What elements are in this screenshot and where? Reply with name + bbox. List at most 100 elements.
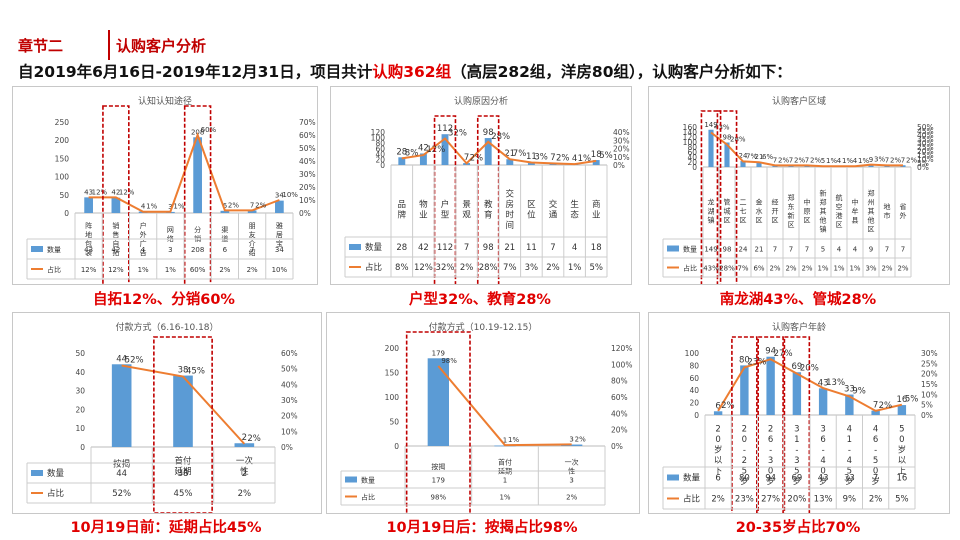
- bar: [484, 138, 492, 165]
- percent-value-label: 2%: [906, 156, 917, 164]
- table-cell-qty: 21: [504, 243, 515, 253]
- category-label: -: [795, 446, 798, 456]
- table-cell-pct: 2%: [785, 265, 796, 273]
- y2-tick-label: 5%: [921, 401, 933, 410]
- category-label: 新: [820, 189, 827, 198]
- category-label: 物: [419, 199, 428, 210]
- y-tick-label: 150: [55, 154, 70, 163]
- table-cell-pct: 1%: [849, 265, 860, 273]
- category-label: 拓: [112, 248, 119, 257]
- bar-value-label: 7: [789, 156, 793, 164]
- percent-line: [437, 365, 572, 447]
- category-label: 原: [804, 208, 811, 216]
- y2-tick-label: 30%: [613, 136, 630, 145]
- y-tick-label: 0: [394, 442, 399, 451]
- chart-panel-age: 认购客户年龄 0 20 40 60 80 100 0% 5% 10% 15% 20% 25% 30% 6 80…: [648, 312, 950, 514]
- bar: [845, 394, 854, 415]
- bar: [419, 153, 427, 165]
- category-label: 以: [714, 456, 723, 466]
- chart-title: 付款方式（10.19-12.15）: [429, 321, 538, 333]
- category-label: 首付: [498, 458, 512, 467]
- percent-value-label: 2%: [879, 401, 893, 411]
- bar: [220, 210, 230, 213]
- table-cell-qty: 179: [432, 477, 445, 485]
- legend-label-pct: 占比: [683, 264, 697, 273]
- y2-tick-label: 20%: [299, 183, 316, 192]
- percent-value-label: 1%: [146, 203, 157, 211]
- chart-title: 认知认知途径: [138, 95, 192, 107]
- category-label: 按揭: [431, 462, 445, 471]
- category-label: 区: [868, 226, 875, 234]
- category-label: 牟: [852, 207, 859, 216]
- category-label: 区: [772, 217, 779, 225]
- table-cell-pct: 7%: [503, 263, 517, 273]
- legend-label-qty: 数量: [683, 245, 697, 254]
- legend-key-qty: [345, 476, 357, 483]
- bar: [871, 410, 880, 415]
- legend-label-pct: 占比: [47, 488, 64, 499]
- highlight-box: [102, 105, 130, 284]
- category-label: 按揭: [113, 458, 131, 469]
- category-label: 2: [742, 425, 747, 435]
- table-cell-qty: 34: [275, 246, 284, 254]
- percent-value-label: 2%: [470, 153, 484, 163]
- bar: [592, 160, 600, 165]
- percent-value-label: 98%: [441, 357, 457, 365]
- highlight-box: [731, 336, 758, 513]
- category-label: 房: [506, 199, 515, 210]
- percent-value-label: 1%: [508, 436, 519, 444]
- bar-value-label: 69: [791, 362, 802, 372]
- table-cell-qty: 1: [503, 477, 507, 485]
- table-cell-pct: 1%: [568, 263, 582, 273]
- bar-value-label: 9: [869, 156, 873, 164]
- category-label: 空: [836, 202, 843, 211]
- category-label: 0: [715, 435, 720, 445]
- y2-tick-label: 70%: [299, 118, 316, 127]
- summary-line: 自2019年6月16日-2019年12月31日，项目共计认购362组（高层282…: [18, 60, 792, 82]
- y2-tick-label: 40%: [611, 409, 628, 418]
- category-label: 性: [240, 466, 249, 477]
- percent-value-label: 6%: [762, 153, 773, 161]
- category-label: 省: [900, 202, 907, 211]
- table-cell-qty: 69: [791, 474, 802, 484]
- category-label: 金: [756, 198, 763, 207]
- bar: [724, 142, 730, 167]
- y2-tick-label: 5%: [917, 159, 929, 168]
- y-tick-label: 40: [689, 386, 699, 395]
- y-tick-label: 200: [55, 136, 70, 145]
- category-label: 商: [592, 199, 601, 210]
- category-label: 管: [724, 198, 731, 207]
- bar-value-label: 21: [504, 149, 515, 159]
- category-label: 二: [740, 199, 747, 207]
- category-label: 5: [873, 456, 878, 466]
- table-cell-pct: 12%: [81, 266, 97, 274]
- table-cell-qty: 7: [250, 246, 254, 254]
- caption-age: 20-35岁占比70%: [735, 520, 861, 536]
- category-label: 1: [794, 435, 799, 445]
- category-label: 居: [276, 231, 283, 239]
- bar-value-label: 7: [885, 156, 889, 164]
- percent-value-label: 2%: [794, 156, 805, 164]
- y2-tick-label: 40%: [917, 131, 934, 140]
- bar: [818, 388, 828, 415]
- y-tick-label: 20: [687, 158, 697, 167]
- category-label: 其: [868, 208, 875, 216]
- category-label: 一次: [236, 456, 254, 467]
- category-label: 区: [836, 221, 843, 229]
- table-cell-qty: 42: [418, 243, 429, 253]
- bar-value-label: 179: [432, 349, 445, 357]
- bar-value-label: 3: [569, 436, 573, 444]
- category-label: 观: [462, 211, 471, 221]
- category-label: 交: [506, 189, 515, 200]
- category-label: 5: [794, 467, 799, 477]
- chart-panel-reason: 认购原因分析 0 20 40 60 80 100 120 0% 10% 20% 30% 40% 28 42 1…: [330, 86, 632, 285]
- chart-source: 认知认知途径0501001502002500%10%20%30%40%50%60…: [26, 95, 316, 284]
- table-cell-pct: 2%: [869, 495, 883, 505]
- category-label: 以: [898, 456, 907, 466]
- table-cell-qty: 38: [178, 469, 189, 479]
- category-label: 宝: [276, 239, 283, 248]
- table-cell-pct: 2%: [566, 494, 577, 502]
- bar-value-label: 7: [873, 401, 878, 411]
- y2-tick-label: 45%: [917, 127, 934, 136]
- category-label: 广: [140, 239, 147, 248]
